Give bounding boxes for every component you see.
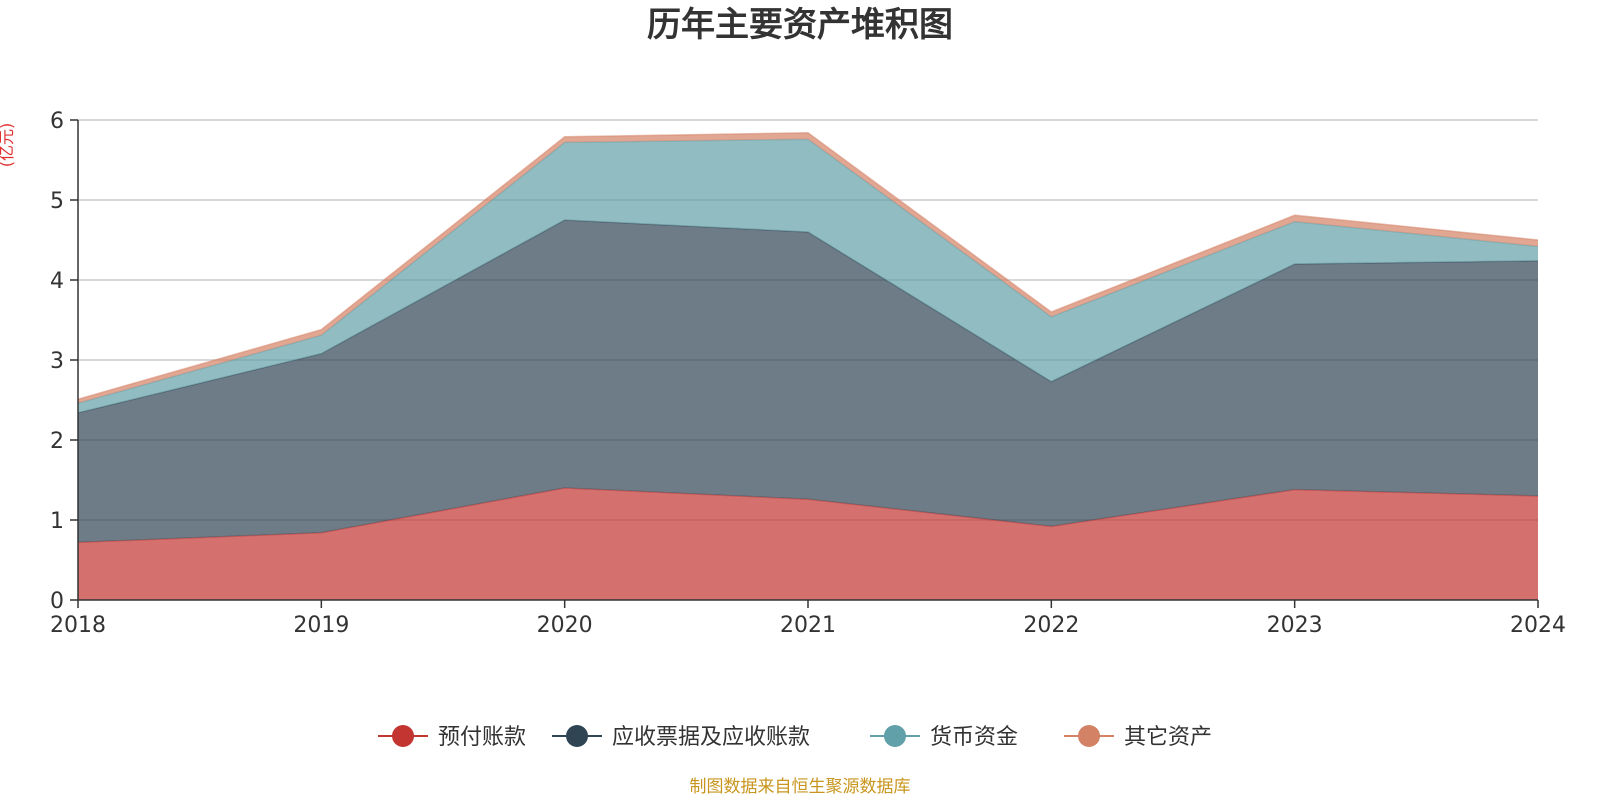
legend-label: 预付账款 <box>438 725 526 750</box>
legend-item[interactable]: 应收票据及应收账款 <box>552 725 810 750</box>
y-tick-label: 2 <box>50 429 64 454</box>
legend-label: 其它资产 <box>1124 725 1212 750</box>
y-tick-label: 3 <box>50 349 64 374</box>
legend-circle-icon <box>566 725 588 747</box>
y-tick-label: 0 <box>50 589 64 614</box>
chart-title: 历年主要资产堆积图 <box>647 5 953 45</box>
legend-item[interactable]: 其它资产 <box>1064 725 1212 750</box>
x-tick-label: 2023 <box>1267 613 1323 638</box>
y-tick-label: 1 <box>50 509 64 534</box>
y-tick-label: 6 <box>50 109 64 134</box>
line-其它资产 <box>77 132 1539 400</box>
legend-circle-icon <box>392 725 414 747</box>
x-axis-ticks: 2018 2019 2020 2021 2022 2023 2024 <box>50 600 1566 638</box>
y-axis-unit-label: (亿元) <box>0 123 16 168</box>
y-tick-label: 5 <box>50 189 64 214</box>
legend-circle-icon <box>884 725 906 747</box>
source-note: 制图数据来自恒生聚源数据库 <box>690 777 911 797</box>
legend: 预付账款 应收票据及应收账款 货币资金 其它资产 <box>378 725 1212 750</box>
y-axis-ticks: 0 1 2 3 4 5 6 <box>50 109 78 614</box>
legend-circle-icon <box>1078 725 1100 747</box>
x-tick-label: 2018 <box>50 613 106 638</box>
legend-item[interactable]: 货币资金 <box>870 725 1018 750</box>
legend-label: 货币资金 <box>930 725 1018 750</box>
area-预付账款[interactable] <box>78 488 1538 600</box>
area-货币资金[interactable] <box>78 139 1538 413</box>
x-tick-label: 2024 <box>1510 613 1566 638</box>
x-tick-label: 2022 <box>1023 613 1079 638</box>
legend-item[interactable]: 预付账款 <box>378 725 526 750</box>
area-应收票据及应收账款[interactable] <box>78 220 1538 543</box>
x-tick-label: 2021 <box>780 613 836 638</box>
x-tick-label: 2020 <box>537 613 593 638</box>
y-tick-label: 4 <box>50 269 64 294</box>
area-series <box>77 132 1539 600</box>
legend-label: 应收票据及应收账款 <box>612 725 810 750</box>
x-tick-label: 2019 <box>293 613 349 638</box>
